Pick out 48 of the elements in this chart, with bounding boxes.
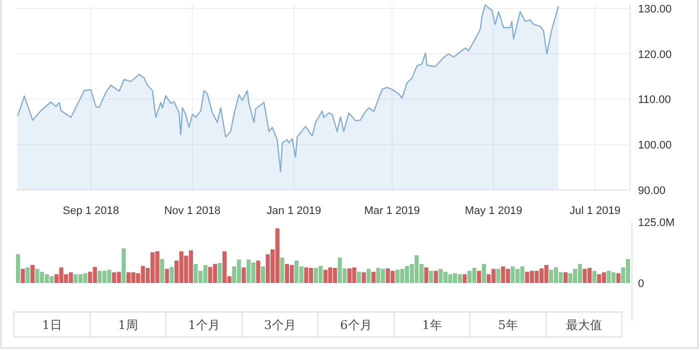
text: 最大值	[566, 318, 602, 332]
y-tick-label: 90.00	[638, 184, 666, 197]
bar	[429, 270, 434, 283]
x-tick-label: Jan 1 2019	[266, 205, 322, 217]
bar	[424, 267, 428, 283]
x-tick-label: Mar 1 2019	[364, 205, 420, 217]
bar	[260, 266, 266, 283]
text: 1日	[42, 318, 62, 332]
bar	[170, 266, 174, 283]
bar	[592, 270, 596, 283]
bar	[26, 267, 30, 283]
bar	[462, 274, 467, 283]
text: 3个月	[264, 318, 296, 332]
bar	[242, 267, 246, 283]
text: 1年	[422, 318, 442, 332]
bar	[16, 254, 20, 283]
bar	[160, 259, 164, 283]
bar	[563, 272, 568, 283]
bar	[371, 272, 376, 283]
y-tick-label: 120.00	[638, 48, 672, 61]
bar	[30, 264, 34, 283]
bar	[434, 270, 438, 283]
y-tick-label: 100.00	[638, 139, 672, 152]
y-tick-label: 130.00	[638, 3, 672, 16]
bar	[482, 264, 486, 283]
bar	[477, 270, 482, 283]
bar	[164, 268, 169, 283]
text: 1个月	[188, 318, 220, 332]
x-tick-label: Nov 1 2018	[164, 205, 221, 217]
bar	[366, 268, 371, 283]
bar	[496, 268, 500, 283]
bar	[256, 260, 260, 283]
bar	[362, 272, 366, 283]
text: 1周	[118, 318, 138, 332]
text: 6个月	[340, 318, 372, 332]
bar	[122, 248, 126, 283]
bar	[218, 262, 222, 283]
y-tick-label: 125.0M	[638, 216, 675, 229]
text: 5年	[498, 318, 518, 332]
bar	[20, 268, 25, 283]
bar	[280, 258, 284, 283]
x-tick-label: Jul 1 2019	[570, 205, 620, 217]
x-tick-label: May 1 2019	[464, 205, 522, 217]
x-tick-label: Sep 1 2018	[62, 205, 120, 217]
bar	[616, 273, 620, 283]
y-tick-label: 110.00	[638, 94, 671, 106]
y-tick-label: 0	[638, 278, 644, 290]
bar	[356, 272, 362, 283]
